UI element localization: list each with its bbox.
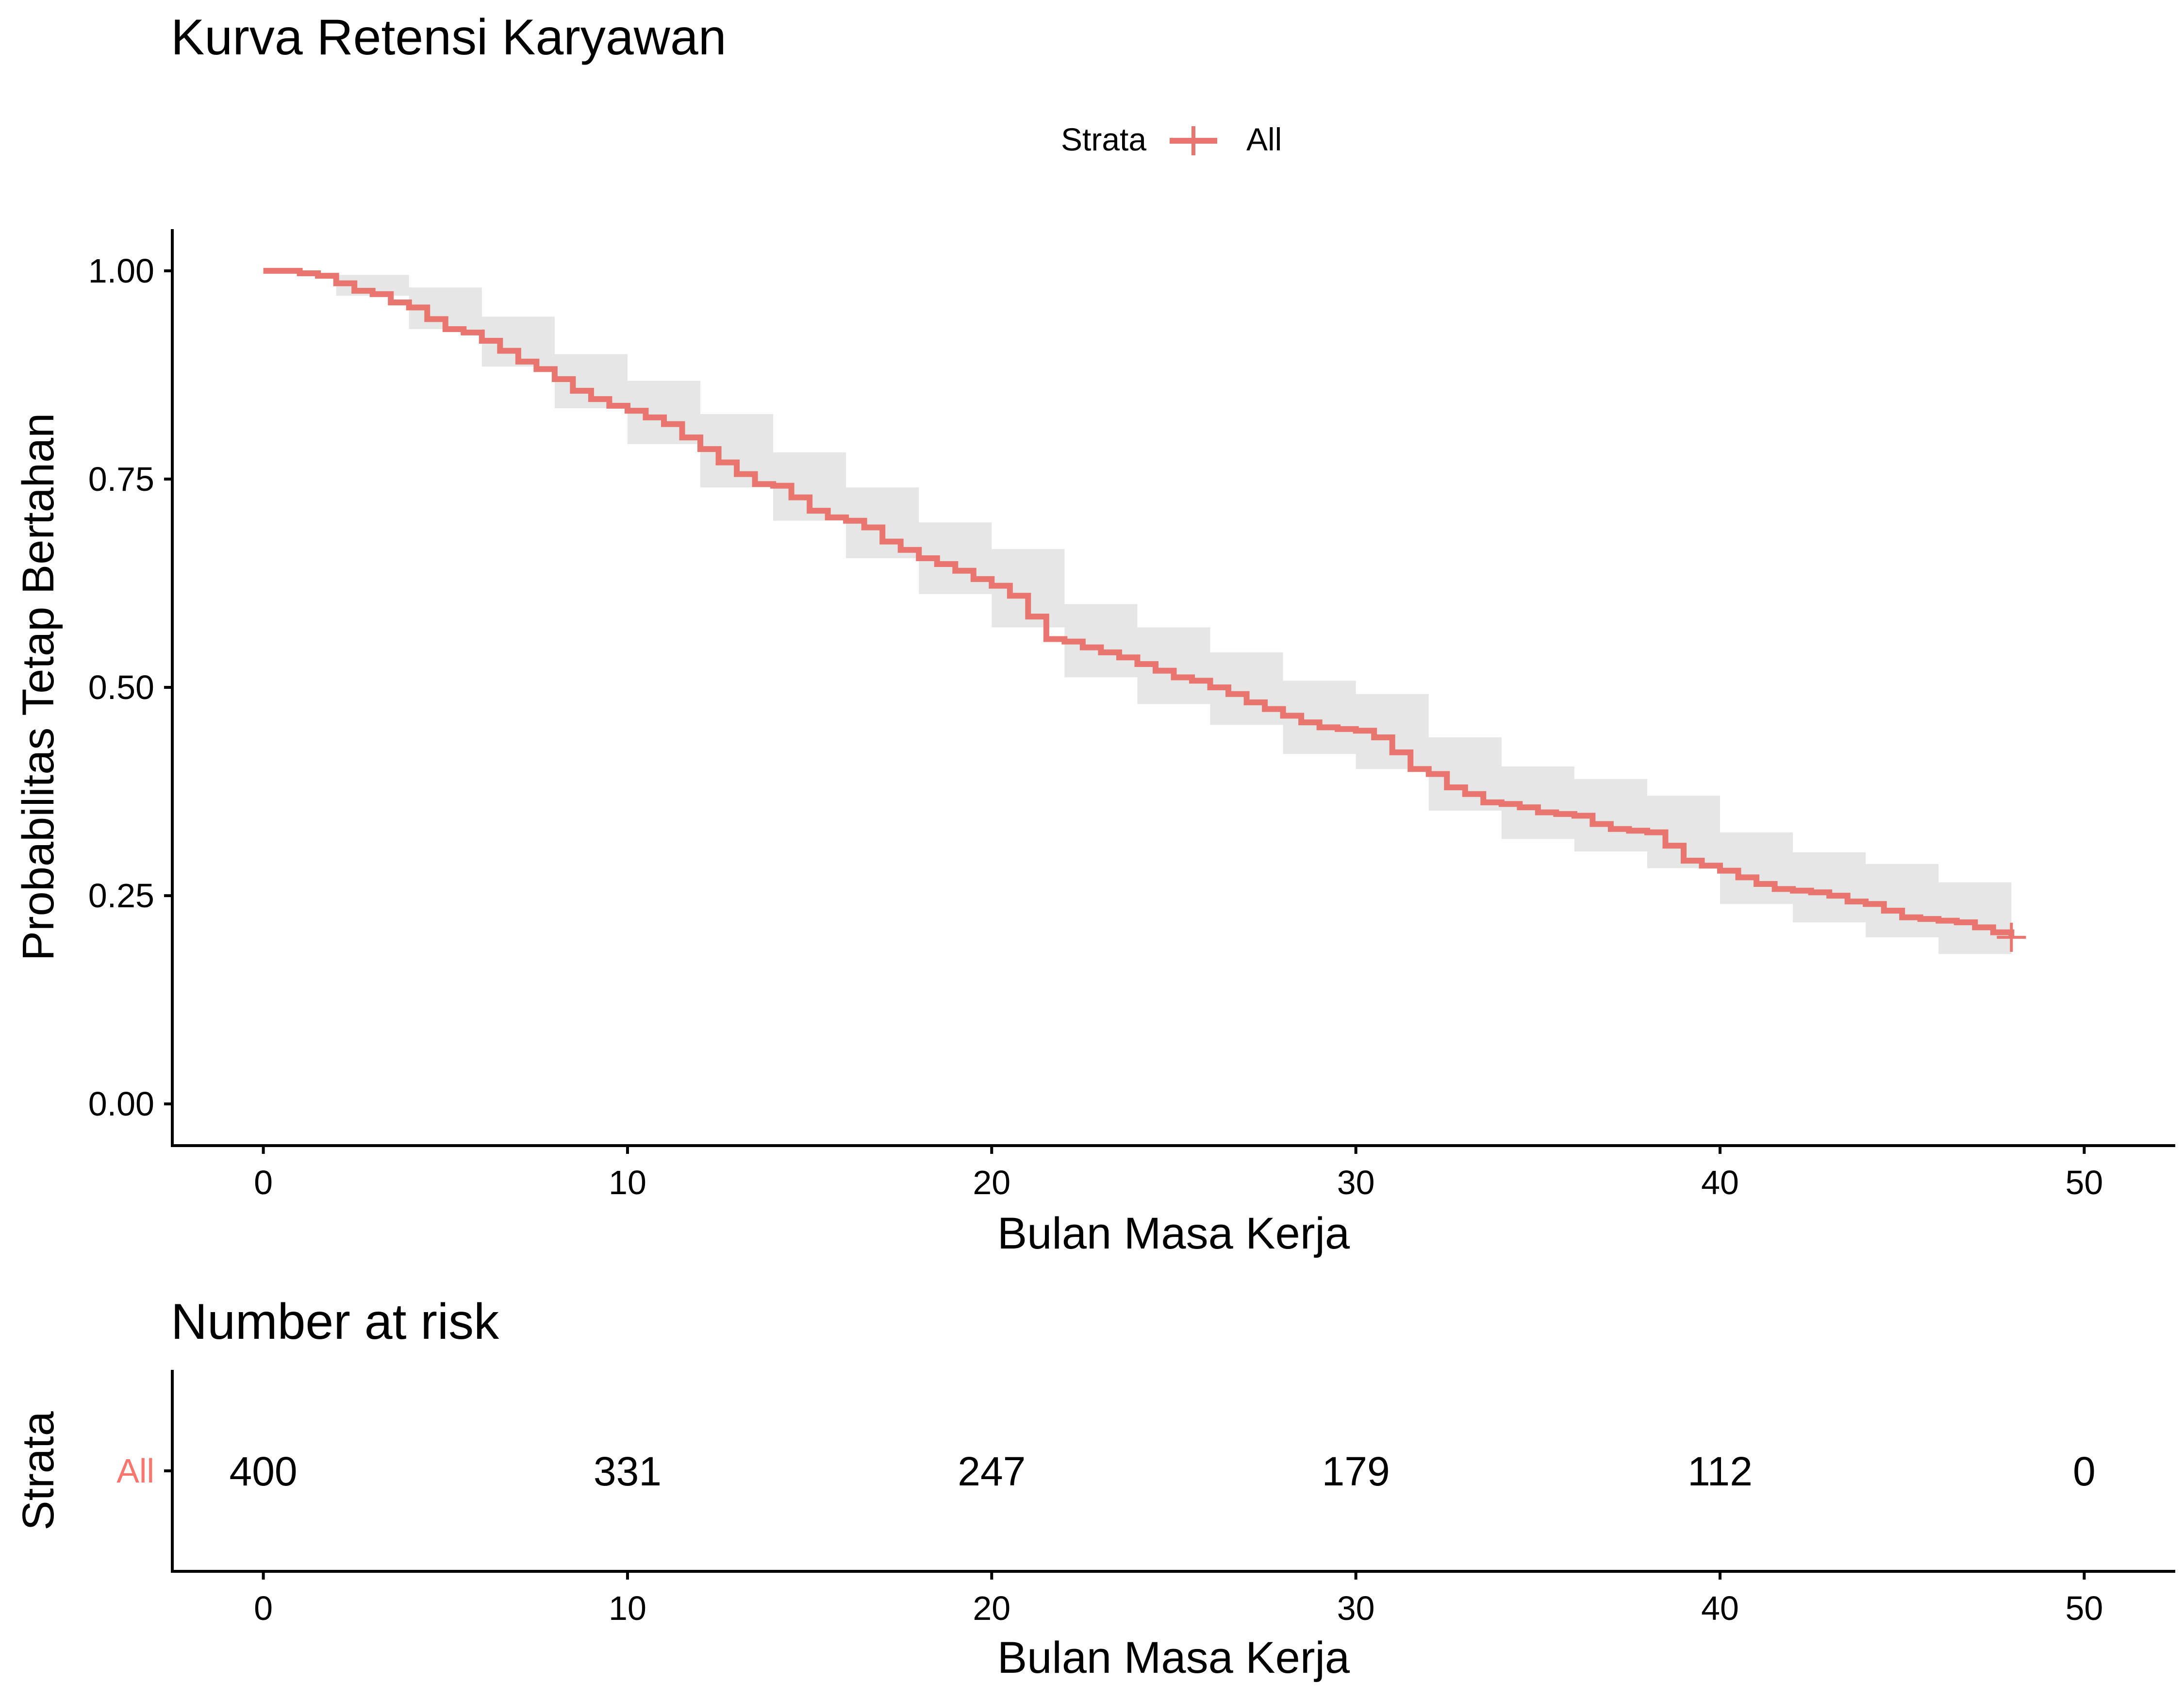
- legend: Strata All: [1061, 121, 1282, 157]
- survival-plot: 0.00 0.25 0.50 0.75 1.00 0 10 20 30 40 50 Bulan M…: [14, 229, 2175, 1258]
- risk-row-label: All: [116, 1452, 154, 1490]
- chart-title: Kurva Retensi Karyawan: [171, 9, 727, 66]
- x-tick-label: 40: [1701, 1164, 1739, 1201]
- legend-title: Strata: [1061, 121, 1146, 157]
- x-tick-label: 0: [254, 1164, 273, 1201]
- risk-y-axis-title: Strata: [14, 1411, 63, 1530]
- confidence-band: [263, 270, 2012, 971]
- y-axis-ticks: 0.00 0.25 0.50 0.75 1.00: [88, 252, 172, 1123]
- risk-count: 179: [1322, 1449, 1390, 1494]
- risk-x-tick-label: 50: [2065, 1589, 2103, 1627]
- y-tick-label: 0.75: [88, 460, 154, 498]
- x-tick-label: 20: [973, 1164, 1010, 1201]
- y-tick-label: 1.00: [88, 252, 154, 290]
- risk-x-tick-label: 20: [973, 1589, 1010, 1627]
- risk-x-axis-title: Bulan Masa Kerja: [997, 1633, 1350, 1682]
- risk-count: 400: [230, 1449, 298, 1494]
- risk-table-title: Number at risk: [171, 1294, 499, 1350]
- risk-x-tick-label: 30: [1337, 1589, 1375, 1627]
- risk-count: 247: [958, 1449, 1026, 1494]
- risk-x-axis-ticks: 0 10 20 30 40 50: [254, 1571, 2103, 1627]
- x-axis-title: Bulan Masa Kerja: [997, 1209, 1350, 1258]
- y-tick-label: 0.25: [88, 877, 154, 915]
- risk-count: 0: [2073, 1449, 2096, 1494]
- risk-x-tick-label: 10: [609, 1589, 646, 1627]
- x-tick-label: 30: [1337, 1164, 1375, 1201]
- survival-curve-all: [263, 267, 2015, 937]
- x-tick-label: 50: [2065, 1164, 2103, 1201]
- risk-count: 331: [594, 1449, 662, 1494]
- y-tick-label: 0.50: [88, 668, 154, 706]
- legend-entry-all: All: [1246, 121, 1282, 157]
- risk-x-tick-label: 0: [254, 1589, 273, 1627]
- x-tick-label: 10: [609, 1164, 646, 1201]
- censor-mark: [1997, 922, 2026, 952]
- y-axis-title: Probabilitas Tetap Bertahan: [14, 413, 63, 961]
- risk-rows: All 400 331 247 179 112 0: [116, 1449, 2096, 1494]
- y-tick-label: 0.00: [88, 1085, 154, 1123]
- risk-x-tick-label: 40: [1701, 1589, 1739, 1627]
- x-axis-ticks: 0 10 20 30 40 50: [254, 1146, 2103, 1201]
- risk-table: Number at risk All 400 331 247 179 112 0 0 10 20…: [14, 1294, 2175, 1682]
- risk-count: 112: [1688, 1449, 1753, 1494]
